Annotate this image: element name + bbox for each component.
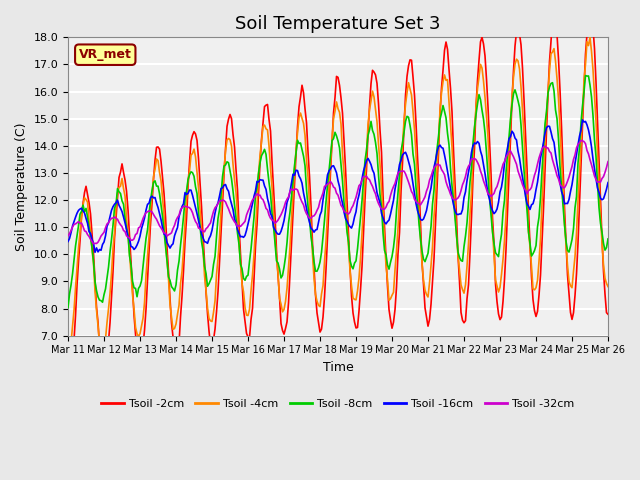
Tsoil -4cm bbox=[372, 107, 380, 113]
X-axis label: Time: Time bbox=[323, 361, 353, 374]
Tsoil -8cm bbox=[79, 202, 87, 208]
Tsoil -16cm bbox=[64, 239, 72, 244]
Line: Tsoil -2cm: Tsoil -2cm bbox=[68, 11, 608, 388]
Tsoil -32cm bbox=[166, 231, 174, 237]
Tsoil -4cm bbox=[390, 289, 397, 295]
Tsoil -16cm bbox=[373, 190, 381, 196]
Tsoil -2cm bbox=[64, 385, 72, 391]
Tsoil -16cm bbox=[540, 139, 547, 145]
Tsoil -2cm bbox=[604, 312, 612, 317]
Tsoil -8cm bbox=[402, 119, 410, 124]
Tsoil -16cm bbox=[79, 208, 87, 214]
Tsoil -16cm bbox=[604, 180, 612, 185]
Tsoil -32cm bbox=[79, 224, 87, 229]
Tsoil -8cm bbox=[164, 274, 172, 280]
Tsoil -4cm bbox=[164, 276, 172, 282]
Tsoil -8cm bbox=[372, 140, 380, 145]
Tsoil -4cm bbox=[402, 102, 410, 108]
Tsoil -32cm bbox=[403, 175, 411, 180]
Tsoil -2cm bbox=[538, 240, 546, 245]
Tsoil -32cm bbox=[64, 233, 72, 239]
Text: VR_met: VR_met bbox=[79, 48, 132, 61]
Tsoil -2cm bbox=[372, 72, 380, 78]
Line: Tsoil -16cm: Tsoil -16cm bbox=[68, 120, 608, 252]
Tsoil -8cm bbox=[604, 236, 612, 242]
Tsoil -32cm bbox=[391, 180, 399, 186]
Line: Tsoil -32cm: Tsoil -32cm bbox=[68, 140, 608, 244]
Tsoil -16cm bbox=[91, 250, 99, 255]
Line: Tsoil -4cm: Tsoil -4cm bbox=[68, 37, 608, 359]
Tsoil -16cm bbox=[403, 153, 411, 159]
Tsoil -32cm bbox=[577, 137, 585, 143]
Tsoil -32cm bbox=[373, 197, 381, 203]
Tsoil -4cm bbox=[586, 34, 594, 40]
Tsoil -4cm bbox=[64, 356, 72, 361]
Tsoil -32cm bbox=[90, 241, 97, 247]
Tsoil -8cm bbox=[64, 305, 72, 311]
Title: Soil Temperature Set 3: Soil Temperature Set 3 bbox=[236, 15, 441, 33]
Tsoil -4cm bbox=[79, 202, 87, 208]
Tsoil -16cm bbox=[166, 245, 174, 251]
Tsoil -16cm bbox=[391, 186, 399, 192]
Tsoil -4cm bbox=[538, 200, 546, 206]
Tsoil -2cm bbox=[586, 8, 594, 13]
Tsoil -2cm bbox=[402, 92, 410, 98]
Tsoil -8cm bbox=[390, 244, 397, 250]
Y-axis label: Soil Temperature (C): Soil Temperature (C) bbox=[15, 122, 28, 251]
Tsoil -2cm bbox=[164, 269, 172, 275]
Legend: Tsoil -2cm, Tsoil -4cm, Tsoil -8cm, Tsoil -16cm, Tsoil -32cm: Tsoil -2cm, Tsoil -4cm, Tsoil -8cm, Tsoi… bbox=[97, 395, 579, 414]
Tsoil -8cm bbox=[538, 168, 546, 174]
Tsoil -2cm bbox=[390, 319, 397, 325]
Tsoil -8cm bbox=[582, 72, 589, 78]
Tsoil -16cm bbox=[579, 117, 586, 123]
Line: Tsoil -8cm: Tsoil -8cm bbox=[68, 75, 608, 308]
Tsoil -2cm bbox=[79, 200, 87, 206]
Tsoil -32cm bbox=[604, 159, 612, 165]
Tsoil -4cm bbox=[604, 284, 612, 289]
Tsoil -32cm bbox=[540, 144, 547, 150]
